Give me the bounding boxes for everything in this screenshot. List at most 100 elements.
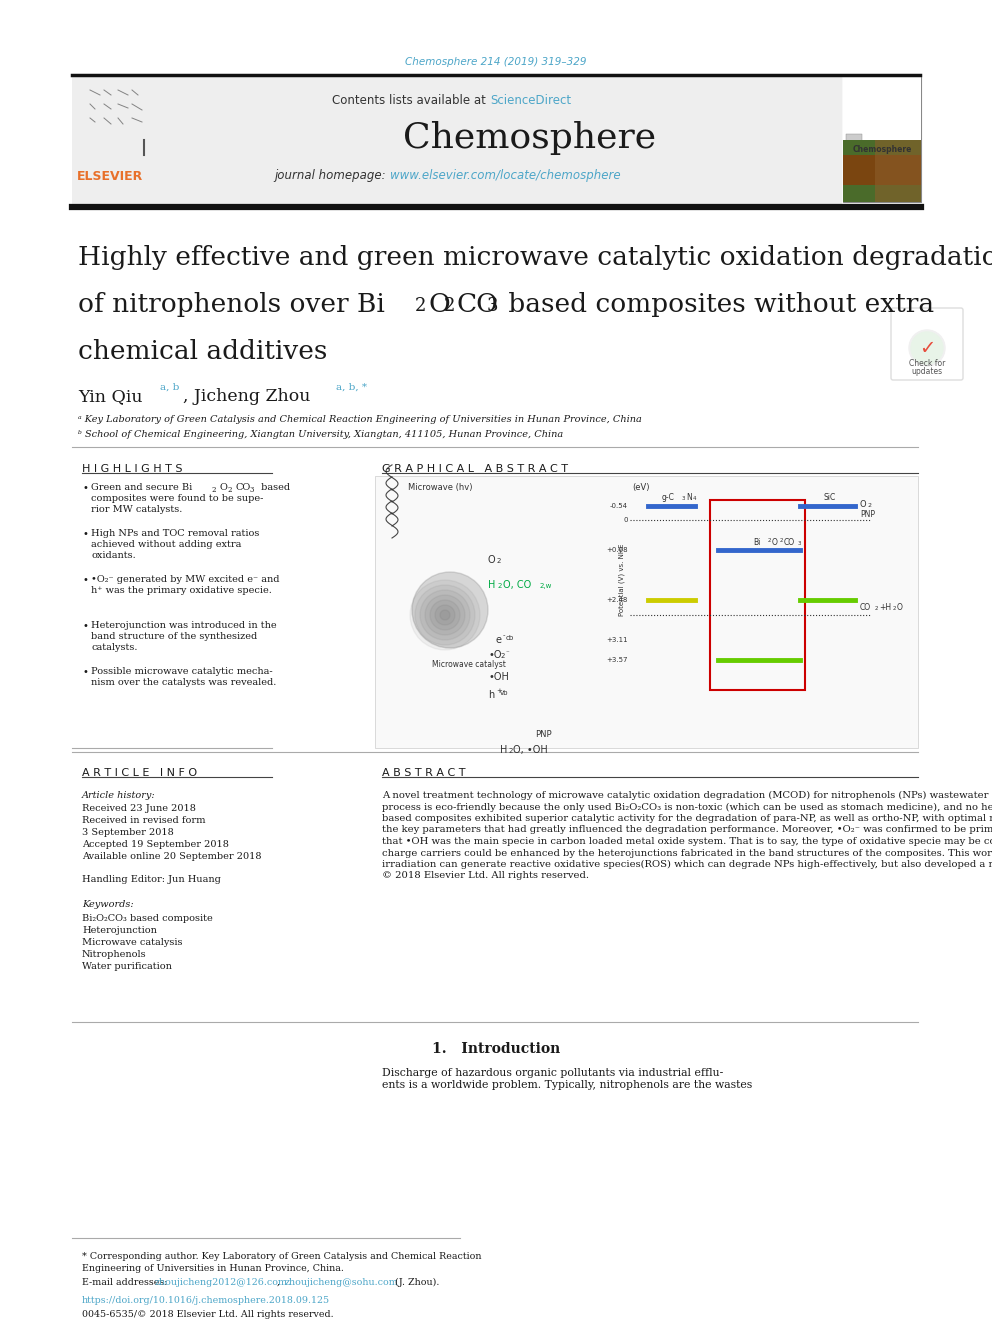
Text: composites were found to be supe-: composites were found to be supe- — [91, 493, 263, 503]
Text: 2: 2 — [498, 583, 502, 589]
Text: ELSEVIER: ELSEVIER — [76, 171, 143, 184]
Text: cb: cb — [506, 635, 514, 642]
Text: Bi₂O₂CO₃ based composite: Bi₂O₂CO₃ based composite — [82, 914, 212, 923]
Text: G R A P H I C A L   A B S T R A C T: G R A P H I C A L A B S T R A C T — [382, 464, 568, 474]
Text: 2: 2 — [509, 747, 514, 754]
FancyBboxPatch shape — [891, 308, 963, 380]
Text: Contents lists available at: Contents lists available at — [332, 94, 490, 106]
Text: Nitrophenols: Nitrophenols — [82, 950, 147, 959]
Text: based: based — [258, 483, 290, 492]
Text: •: • — [82, 620, 88, 631]
Text: 2: 2 — [501, 654, 505, 659]
Text: +3.11: +3.11 — [606, 636, 628, 643]
FancyBboxPatch shape — [843, 155, 921, 185]
Text: www.elsevier.com/locate/chemosphere: www.elsevier.com/locate/chemosphere — [390, 169, 621, 183]
Text: +0.08: +0.08 — [606, 546, 628, 553]
Text: High NPs and TOC removal ratios: High NPs and TOC removal ratios — [91, 529, 259, 538]
Text: Check for: Check for — [909, 359, 945, 368]
Text: O, •OH: O, •OH — [513, 745, 548, 755]
Text: 2: 2 — [875, 606, 879, 611]
Text: +2.48: +2.48 — [607, 597, 628, 603]
Text: of nitrophenols over Bi: of nitrophenols over Bi — [78, 292, 385, 318]
FancyBboxPatch shape — [843, 77, 921, 140]
Circle shape — [412, 572, 488, 648]
Text: O: O — [428, 292, 449, 318]
Text: the key parameters that had greatly influenced the degradation performance. More: the key parameters that had greatly infl… — [382, 826, 992, 835]
Text: e: e — [496, 635, 502, 646]
Text: (eV): (eV) — [632, 483, 650, 492]
Text: •: • — [82, 667, 88, 677]
Circle shape — [909, 329, 945, 366]
Text: 0: 0 — [624, 517, 628, 523]
FancyBboxPatch shape — [72, 77, 842, 205]
Text: Received in revised form: Received in revised form — [82, 816, 205, 826]
Text: based composites without extra: based composites without extra — [500, 292, 934, 318]
Text: that •OH was the main specie in carbon loaded metal oxide system. That is to say: that •OH was the main specie in carbon l… — [382, 837, 992, 845]
Text: 1.   Introduction: 1. Introduction — [432, 1043, 560, 1056]
Text: catalysts.: catalysts. — [91, 643, 138, 652]
Text: a, b: a, b — [160, 382, 180, 392]
Text: SiC: SiC — [824, 493, 836, 501]
FancyBboxPatch shape — [375, 476, 918, 747]
Text: O, CO: O, CO — [503, 579, 532, 590]
Text: 3: 3 — [682, 496, 685, 501]
Circle shape — [430, 601, 460, 630]
Text: g-C: g-C — [662, 493, 675, 501]
Text: H: H — [500, 745, 507, 755]
Text: ,: , — [277, 1278, 283, 1287]
Circle shape — [415, 585, 475, 646]
Text: Possible microwave catalytic mecha-: Possible microwave catalytic mecha- — [91, 667, 273, 676]
Text: 2: 2 — [415, 296, 427, 315]
Text: 2,w: 2,w — [540, 583, 553, 589]
Text: nism over the catalysts was revealed.: nism over the catalysts was revealed. — [91, 677, 277, 687]
Text: Keywords:: Keywords: — [82, 900, 134, 909]
Text: updates: updates — [912, 368, 942, 377]
Text: 2: 2 — [780, 538, 784, 542]
Text: Potential (V) vs. NHE: Potential (V) vs. NHE — [619, 544, 625, 617]
Text: A B S T R A C T: A B S T R A C T — [382, 767, 465, 778]
Text: •O₂⁻ generated by MW excited e⁻ and: •O₂⁻ generated by MW excited e⁻ and — [91, 576, 280, 583]
Text: band structure of the synthesized: band structure of the synthesized — [91, 632, 257, 642]
Text: A R T I C L E   I N F O: A R T I C L E I N F O — [82, 767, 197, 778]
FancyBboxPatch shape — [843, 140, 921, 202]
Text: +: + — [496, 688, 502, 695]
Text: vb: vb — [500, 691, 509, 696]
Text: O: O — [897, 603, 903, 613]
Text: https://doi.org/10.1016/j.chemosphere.2018.09.125: https://doi.org/10.1016/j.chemosphere.20… — [82, 1297, 330, 1304]
Text: 2: 2 — [444, 296, 455, 315]
Text: 2: 2 — [228, 486, 232, 493]
Text: •O: •O — [488, 650, 502, 660]
Text: H: H — [488, 579, 495, 590]
Text: 3 September 2018: 3 September 2018 — [82, 828, 174, 837]
Text: (J. Zhou).: (J. Zhou). — [392, 1278, 439, 1287]
Text: Available online 20 September 2018: Available online 20 September 2018 — [82, 852, 262, 861]
Text: zhoujicheng@sohu.com: zhoujicheng@sohu.com — [285, 1278, 399, 1287]
FancyBboxPatch shape — [843, 77, 921, 202]
Circle shape — [420, 590, 470, 640]
FancyBboxPatch shape — [846, 134, 862, 148]
Text: +H: +H — [879, 603, 891, 613]
Text: PNP: PNP — [535, 730, 552, 740]
Text: ⁻: ⁻ — [506, 650, 510, 656]
Text: 2: 2 — [497, 558, 501, 564]
Text: Bi: Bi — [753, 538, 761, 546]
Text: Heterojunction was introduced in the: Heterojunction was introduced in the — [91, 620, 277, 630]
Text: Chemosphere: Chemosphere — [404, 120, 657, 155]
Text: O: O — [220, 483, 228, 492]
Text: , Jicheng Zhou: , Jicheng Zhou — [183, 388, 315, 405]
FancyBboxPatch shape — [72, 77, 217, 205]
Text: Yin Qiu: Yin Qiu — [78, 388, 148, 405]
Text: ᵇ School of Chemical Engineering, Xiangtan University, Xiangtan, 411105, Hunan P: ᵇ School of Chemical Engineering, Xiangt… — [78, 430, 563, 439]
Text: Handling Editor: Jun Huang: Handling Editor: Jun Huang — [82, 875, 221, 884]
FancyBboxPatch shape — [875, 140, 921, 202]
Circle shape — [440, 610, 450, 620]
Text: * Corresponding author. Key Laboratory of Green Catalysis and Chemical Reaction: * Corresponding author. Key Laboratory o… — [82, 1252, 481, 1261]
Text: charge carriers could be enhanced by the heterojunctions fabricated in the band : charge carriers could be enhanced by the… — [382, 848, 992, 857]
Text: +3.57: +3.57 — [606, 658, 628, 663]
Text: chemical additives: chemical additives — [78, 339, 327, 364]
Text: 2: 2 — [868, 503, 872, 508]
Text: ents is a worldwide problem. Typically, nitrophenols are the wastes: ents is a worldwide problem. Typically, … — [382, 1080, 752, 1090]
Text: Article history:: Article history: — [82, 791, 156, 800]
Text: a, b, *: a, b, * — [336, 382, 367, 392]
Text: 2: 2 — [893, 606, 897, 611]
